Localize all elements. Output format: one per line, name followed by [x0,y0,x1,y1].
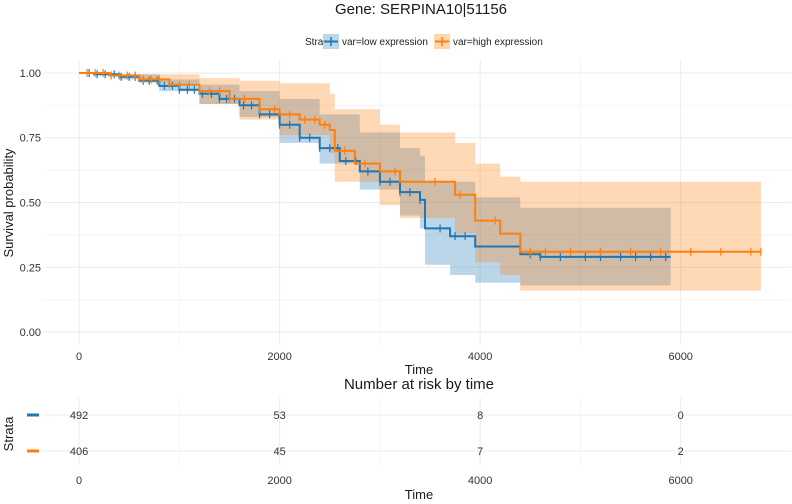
risk-count: 0 [678,410,684,422]
x-tick-label: 0 [76,351,82,363]
risk-table-grid [44,398,791,465]
x-tick-label: 4000 [468,351,492,363]
risk-x-tick-label: 2000 [267,475,291,487]
risk-axis-ticks: 0 2000 4000 6000 [76,475,693,487]
risk-y-axis-title: Strata [1,416,16,451]
risk-table-title: Number at risk by time [344,376,494,393]
survival-curves [79,68,762,261]
risk-count: 406 [70,446,88,458]
risk-count: 53 [274,410,286,422]
risk-count: 7 [477,446,483,458]
risk-count: 2 [678,446,684,458]
risk-x-tick-label: 4000 [468,475,492,487]
risk-x-tick-label: 6000 [668,475,692,487]
confidence-band-low [79,73,671,286]
y-axis-title: Survival probability [1,148,16,258]
risk-count: 45 [274,446,286,458]
main-axis-ticks: 0.00 0.25 0.50 0.75 1.00 0 2000 4000 6000 [20,68,693,363]
x-axis-title: Time [405,362,433,377]
main-plot-grid [44,60,791,345]
y-tick-label: 0.25 [20,262,41,274]
risk-table: 492 53 8 0 406 45 7 2 [27,410,684,458]
x-tick-label: 2000 [267,351,291,363]
y-tick-label: 0.75 [20,133,41,145]
y-tick-label: 0.50 [20,198,41,210]
y-tick-label: 0.00 [20,327,41,339]
risk-count: 8 [477,410,483,422]
x-tick-label: 6000 [668,351,692,363]
chart-title: Gene: SERPINA10|51156 [335,1,507,18]
risk-count: 492 [70,410,88,422]
legend: Strata var=low expression var=high expre… [305,34,543,49]
risk-x-tick-label: 0 [76,475,82,487]
legend-title: Strata [305,37,332,48]
legend-label-high: var=high expression [453,37,543,48]
y-tick-label: 1.00 [20,68,41,80]
legend-label-low: var=low expression [342,37,428,48]
risk-x-axis-title: Time [405,487,433,502]
